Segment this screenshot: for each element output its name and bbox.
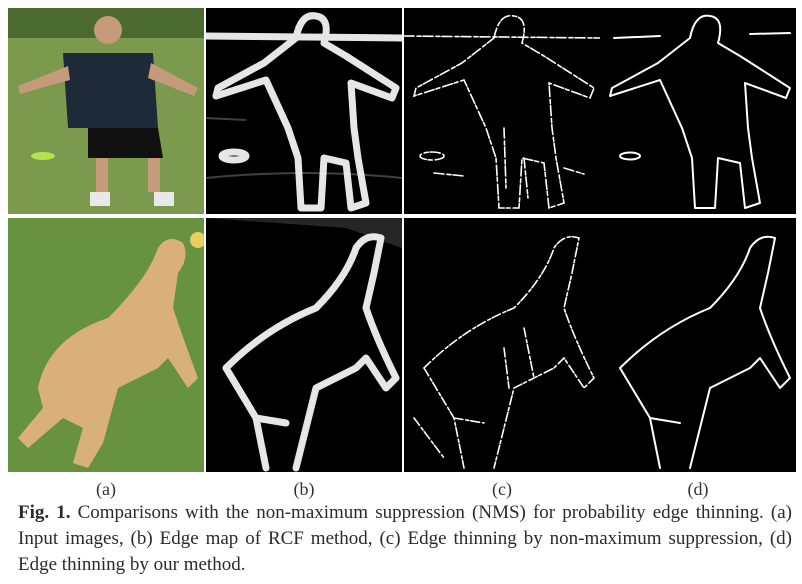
dog-photo <box>8 218 204 472</box>
caption-prefix: Fig. 1. <box>18 502 71 523</box>
panel-label-c: (c) <box>492 479 512 499</box>
panel-b-man-rcf <box>206 8 402 214</box>
panel-a-dog-photo <box>8 218 204 472</box>
figure-grid <box>8 8 796 472</box>
panel-d-man-ours <box>600 8 796 214</box>
panel-b-dog-rcf <box>206 218 402 472</box>
panel-labels: (a) (b) (c) (d) <box>8 479 796 501</box>
figure-caption: Fig. 1. Comparisons with the non-maximum… <box>18 500 792 578</box>
panel-d-dog-ours <box>600 218 796 472</box>
man-nms-edges <box>404 8 600 214</box>
panel-label-b: (b) <box>293 479 315 499</box>
panel-c-dog-nms <box>404 218 600 472</box>
caption-text: Comparisons with the non-maximum suppres… <box>18 502 792 575</box>
panel-c-man-nms <box>404 8 600 214</box>
man-rcf-edge-map <box>206 8 402 214</box>
panel-label-a: (a) <box>96 479 116 499</box>
dog-our-edges <box>600 218 796 472</box>
man-photo <box>8 8 204 214</box>
panel-label-d: (d) <box>687 479 709 499</box>
dog-rcf-edge-map <box>206 218 402 472</box>
panel-a-man-photo <box>8 8 204 214</box>
man-our-edges <box>600 8 796 214</box>
dog-nms-edges <box>404 218 600 472</box>
